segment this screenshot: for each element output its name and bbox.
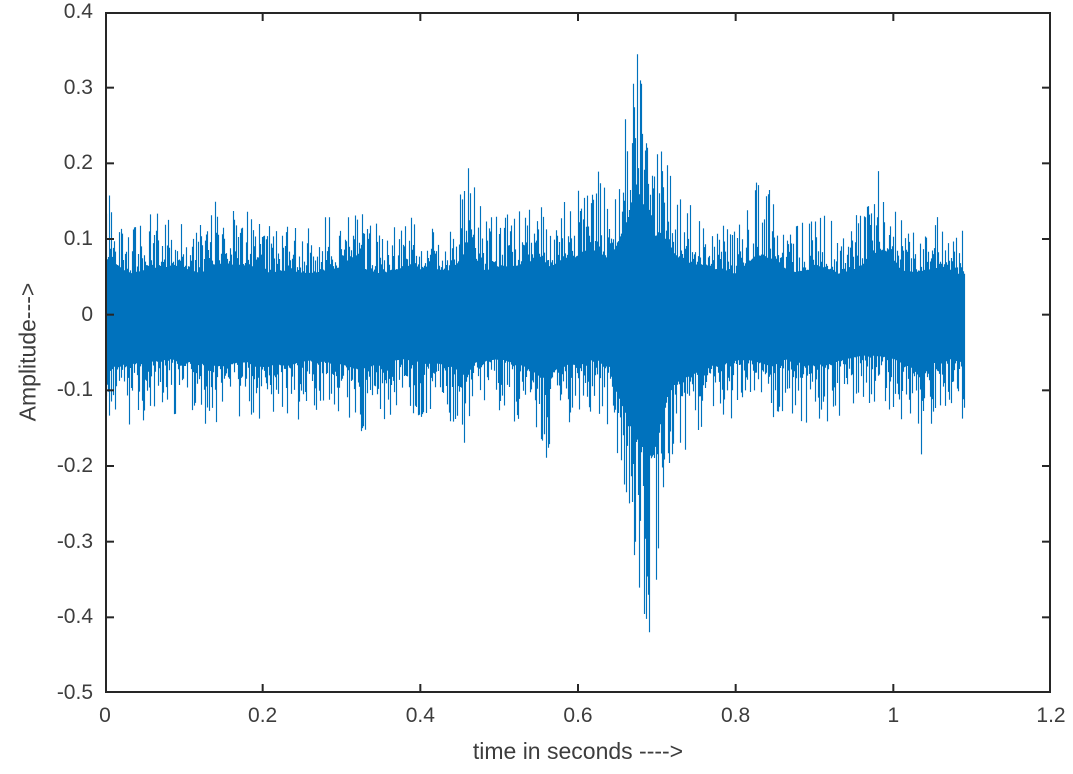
y-tick-label: -0.5 xyxy=(56,681,93,704)
y-tick-label: 0.2 xyxy=(63,151,93,175)
y-tick-label: 0 xyxy=(81,302,93,326)
x-tick-label: 0 xyxy=(99,704,111,727)
x-axis-label: time in seconds ----> xyxy=(472,738,684,764)
y-tick-label: -0.3 xyxy=(56,529,93,553)
y-tick-label: 0.1 xyxy=(63,227,93,250)
x-tick-label: 0.2 xyxy=(248,704,278,727)
x-tick-label: 0.4 xyxy=(405,704,435,727)
y-tick-label: -0.1 xyxy=(56,378,93,402)
x-tick-label: 0.8 xyxy=(721,704,751,727)
y-tick-label: -0.4 xyxy=(56,605,93,629)
x-tick-label: 1 xyxy=(887,704,900,727)
y-axis-label: Amplitude---> xyxy=(14,282,41,422)
waveform-plot-canvas xyxy=(104,11,1052,694)
x-tick-label: 0.6 xyxy=(563,704,593,727)
y-tick-label: -0.2 xyxy=(56,454,93,477)
y-tick-label: 0.4 xyxy=(63,0,93,23)
waveform-series xyxy=(104,54,966,633)
y-tick-label: 0.3 xyxy=(63,75,93,99)
x-tick-label: 1.2 xyxy=(1036,704,1066,727)
plot-area xyxy=(104,11,1052,694)
